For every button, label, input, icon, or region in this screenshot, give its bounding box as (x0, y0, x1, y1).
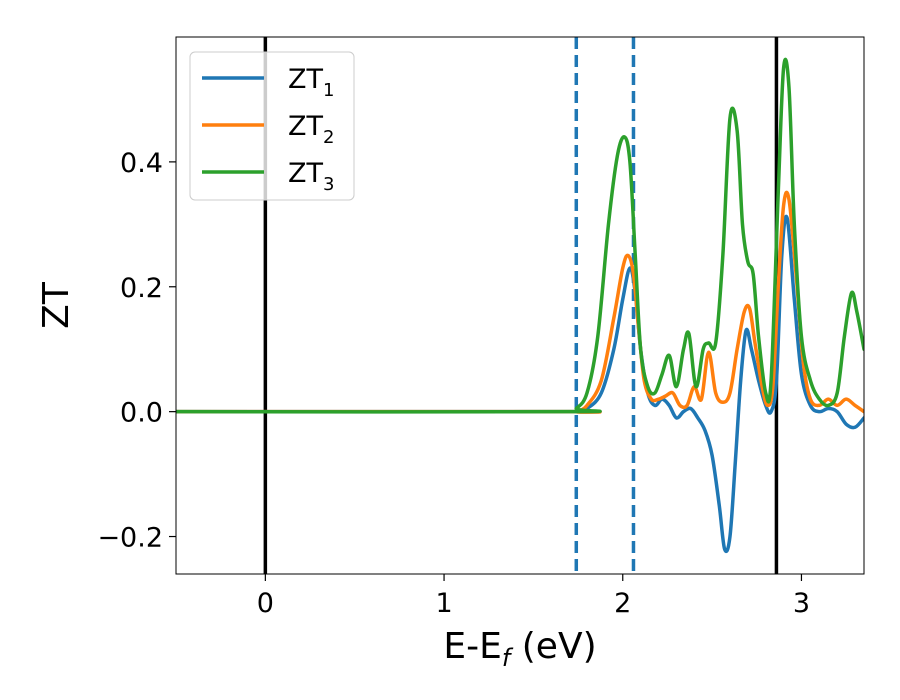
y-tick-label: 0.2 (120, 273, 163, 304)
legend-label-3: ZT3 (288, 158, 334, 195)
y-axis: −0.2 0.0 0.2 0.4 (97, 148, 176, 554)
x-tick-label: 0 (257, 588, 274, 619)
legend-box (189, 51, 355, 201)
y-tick-label: 0.0 (120, 398, 163, 429)
legend-label-2: ZT2 (288, 111, 334, 148)
y-tick-label: 0.4 (120, 148, 163, 179)
x-axis-label: E-Ef (eV) (443, 626, 596, 672)
legend: ZT1 ZT2 ZT3 (189, 51, 355, 201)
series-lines (176, 57, 864, 554)
series-line-1 (176, 214, 864, 554)
x-tick-label: 2 (614, 588, 631, 619)
legend-label-1: ZT1 (288, 64, 334, 101)
series-line-3 (176, 57, 864, 414)
y-axis-label: ZT (36, 281, 77, 329)
x-tick-label: 3 (793, 588, 810, 619)
y-tick-label: −0.2 (97, 523, 163, 554)
plot-frame (175, 36, 865, 575)
x-axis: 0 1 2 3 (257, 574, 810, 619)
x-tick-label: 1 (435, 588, 452, 619)
